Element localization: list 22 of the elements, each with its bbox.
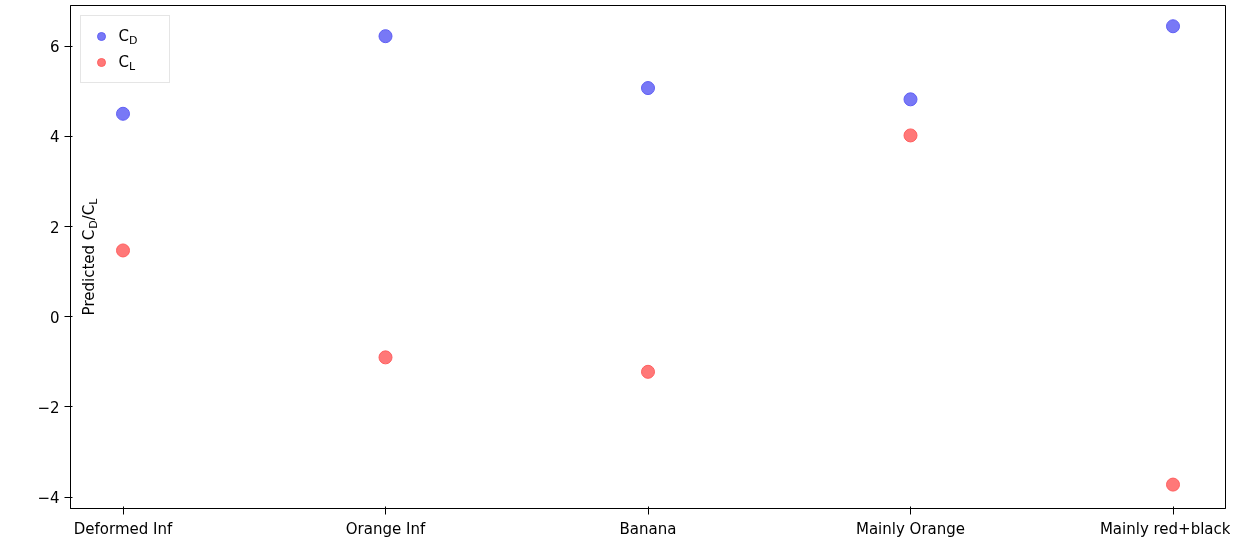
point (1166, 19, 1180, 34)
point (903, 128, 918, 143)
point (641, 81, 655, 96)
point (378, 350, 393, 365)
point (116, 243, 130, 258)
point (641, 364, 655, 379)
y-axis-title: Predicted CD/CL (79, 197, 100, 316)
y-tick-label: 0 (49, 308, 60, 327)
y-tick-label: −2 (37, 399, 60, 417)
y-tick-label: −4 (37, 489, 60, 508)
point (903, 92, 918, 107)
x-tick-label: Deformed Inf (73, 519, 173, 538)
y-tick-label: 6 (49, 38, 60, 57)
point (1166, 477, 1180, 492)
x-tick-label: Mainly Orange (855, 519, 966, 538)
x-tick-label: Orange Inf (345, 519, 426, 538)
x-tick-label: Banana (619, 519, 677, 538)
point (116, 106, 130, 121)
x-tick-label: Mainly red+black (1099, 519, 1231, 538)
y-tick-label: 2 (49, 218, 60, 237)
point (378, 29, 393, 44)
y-tick-label: 4 (49, 128, 60, 147)
